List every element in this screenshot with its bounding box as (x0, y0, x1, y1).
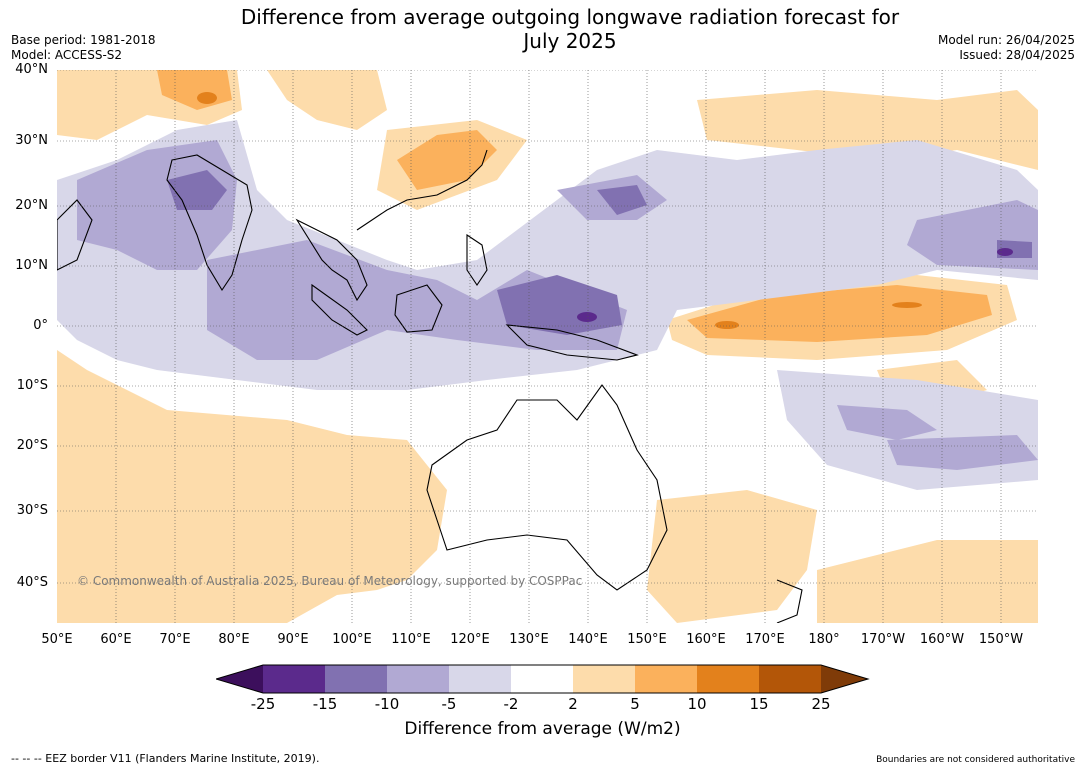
colorbar-segment (759, 665, 821, 693)
lon-label: 120°E (450, 632, 490, 647)
base-period-text: Base period: 1981-2018 (11, 33, 156, 47)
meta-left: Base period: 1981-2018 Model: ACCESS-S2 (11, 33, 156, 63)
title-line-2: July 2025 (523, 29, 617, 53)
lon-label: 110°E (391, 632, 431, 647)
colorbar-segment (821, 665, 868, 693)
lon-label: 170°W (860, 632, 906, 647)
lon-label: 80°E (218, 632, 250, 647)
lon-label: 130°E (509, 632, 549, 647)
colorbar-segment (449, 665, 511, 693)
colorbar-segment (216, 665, 263, 693)
eez-border-note: -- -- -- EEZ border V11 (Flanders Marine… (11, 752, 320, 765)
lon-label: 150°E (627, 632, 667, 647)
boundaries-disclaimer: Boundaries are not considered authoritat… (876, 755, 1075, 765)
lat-label: 20°N (15, 198, 48, 213)
colorbar-segment (263, 665, 325, 693)
colorbar-tick: 15 (749, 695, 769, 713)
colorbar-tick: 2 (568, 695, 578, 713)
colorbar-tick: -15 (312, 695, 338, 713)
lon-label: 160°W (919, 632, 965, 647)
indochina-outline (295, 218, 368, 302)
lat-label: 30°N (15, 133, 48, 148)
sumatra-outline (311, 283, 368, 336)
model-text: Model: ACCESS-S2 (11, 48, 123, 62)
colorbar-segment (635, 665, 697, 693)
lon-label: 160°E (686, 632, 726, 647)
colorbar-tick: 10 (687, 695, 707, 713)
issued-text: Issued: 28/04/2025 (959, 48, 1075, 62)
colorbar-segment (325, 665, 387, 693)
title-line-1: Difference from average outgoing longwav… (240, 5, 900, 29)
colorbar-segment (387, 665, 449, 693)
lat-label: 30°S (16, 503, 48, 518)
colorbar-outline (216, 664, 870, 694)
borneo-outline (394, 284, 443, 333)
colorbar (216, 664, 870, 694)
lon-label: 100°E (332, 632, 372, 647)
lon-label: 180° (808, 632, 840, 647)
lat-label: 10°S (16, 378, 48, 393)
colorbar-segment (697, 665, 759, 693)
anomaly-fill-lavender (77, 140, 1038, 470)
arabia-outline (57, 199, 93, 271)
lat-label: 40°N (15, 62, 48, 77)
australia-outline (426, 384, 668, 591)
lon-label: 90°E (277, 632, 309, 647)
china-coast (356, 149, 488, 231)
lat-label: 40°S (16, 575, 48, 590)
lat-label: 20°S (16, 438, 48, 453)
copyright-notice: © Commonwealth of Australia 2025, Bureau… (77, 574, 583, 588)
coastlines (57, 149, 803, 623)
new-zealand-outline (776, 579, 803, 623)
new-guinea-outline (505, 324, 639, 361)
colorbar-title: Difference from average (W/m2) (404, 719, 681, 739)
lon-label: 50°E (41, 632, 73, 647)
lon-label: 70°E (159, 632, 191, 647)
colorbar-tick: -2 (503, 695, 519, 713)
philippines-outline (466, 233, 488, 286)
india-outline (166, 154, 253, 292)
colorbar-tick: -25 (250, 695, 276, 713)
colorbar-tick: -10 (374, 695, 400, 713)
model-run-text: Model run: 26/04/2025 (937, 33, 1075, 47)
meta-right: Model run: 26/04/2025 Issued: 28/04/2025 (938, 33, 1075, 63)
lat-label: 0° (33, 318, 48, 333)
colorbar-segment (511, 665, 573, 693)
olr-anomaly-map (57, 70, 1038, 623)
map-title: Difference from average outgoing longwav… (170, 5, 970, 53)
lon-label: 170°E (745, 632, 785, 647)
colorbar-tick: -5 (441, 695, 457, 713)
lat-label: 10°N (15, 258, 48, 273)
lon-label: 150°W (978, 632, 1024, 647)
colorbar-tick: 5 (630, 695, 640, 713)
gridlines (57, 70, 1038, 623)
lon-label: 60°E (100, 632, 132, 647)
lon-label: 140°E (568, 632, 608, 647)
colorbar-segment (573, 665, 635, 693)
colorbar-tick: 25 (811, 695, 831, 713)
